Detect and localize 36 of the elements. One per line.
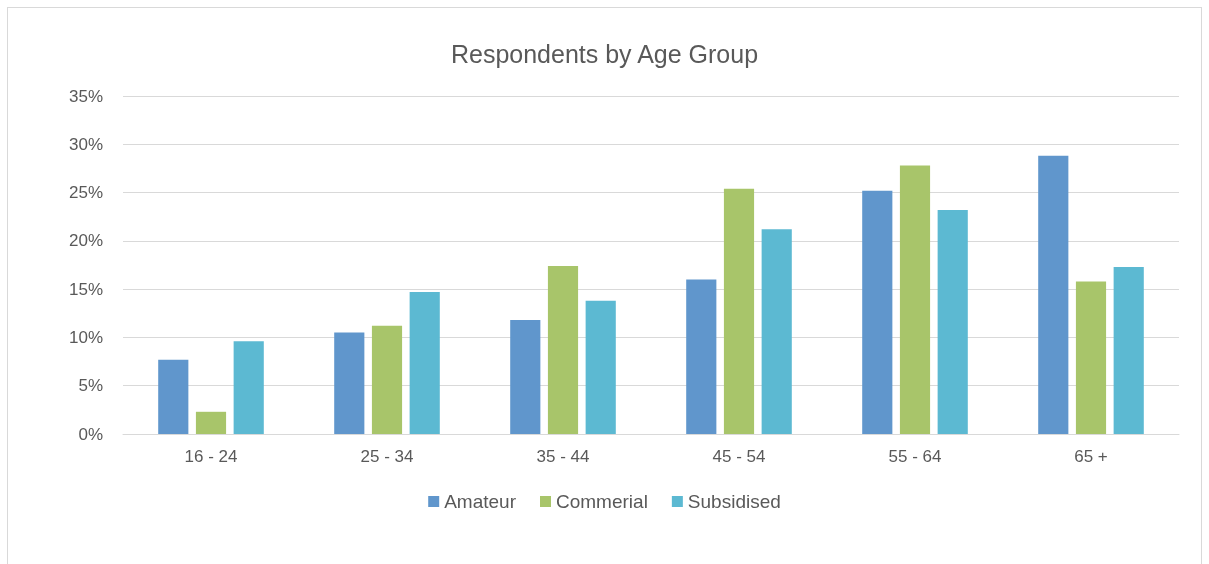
legend-label: Commerial <box>556 491 648 512</box>
x-tick-label: 16 - 24 <box>184 447 238 466</box>
legend-label: Subsidised <box>687 491 781 512</box>
bar <box>371 325 403 434</box>
chart-title: Respondents by Age Group <box>450 39 759 68</box>
x-tick-label: 35 - 44 <box>536 447 590 466</box>
y-tick-label: 10% <box>68 327 103 347</box>
legend-label: Amateur <box>444 491 517 512</box>
bar <box>723 188 755 434</box>
x-tick-label: 65 + <box>1074 447 1108 466</box>
bar <box>158 359 189 434</box>
y-tick-label: 25% <box>68 183 103 203</box>
bar <box>899 165 931 434</box>
x-tick-label: 25 - 34 <box>360 447 414 466</box>
bar <box>1113 266 1144 434</box>
bar <box>686 279 717 434</box>
bar <box>761 229 792 434</box>
bar <box>233 341 264 434</box>
y-tick-label: 20% <box>68 231 103 251</box>
bar <box>585 300 616 434</box>
x-tick-label: 45 - 54 <box>712 447 766 466</box>
bar <box>334 332 365 434</box>
bar <box>862 190 893 434</box>
bar <box>547 265 579 434</box>
bar <box>1038 155 1069 434</box>
y-tick-label: 35% <box>68 86 103 106</box>
y-tick-label: 30% <box>68 134 103 154</box>
bar <box>937 209 968 434</box>
y-tick-label: 0% <box>78 424 103 444</box>
bar <box>510 320 541 434</box>
bar <box>195 411 227 434</box>
y-tick-label: 15% <box>68 279 103 299</box>
bar <box>409 292 440 434</box>
x-tick-label: 55 - 64 <box>888 447 942 466</box>
bar <box>1075 281 1107 434</box>
y-tick-label: 5% <box>78 376 103 396</box>
